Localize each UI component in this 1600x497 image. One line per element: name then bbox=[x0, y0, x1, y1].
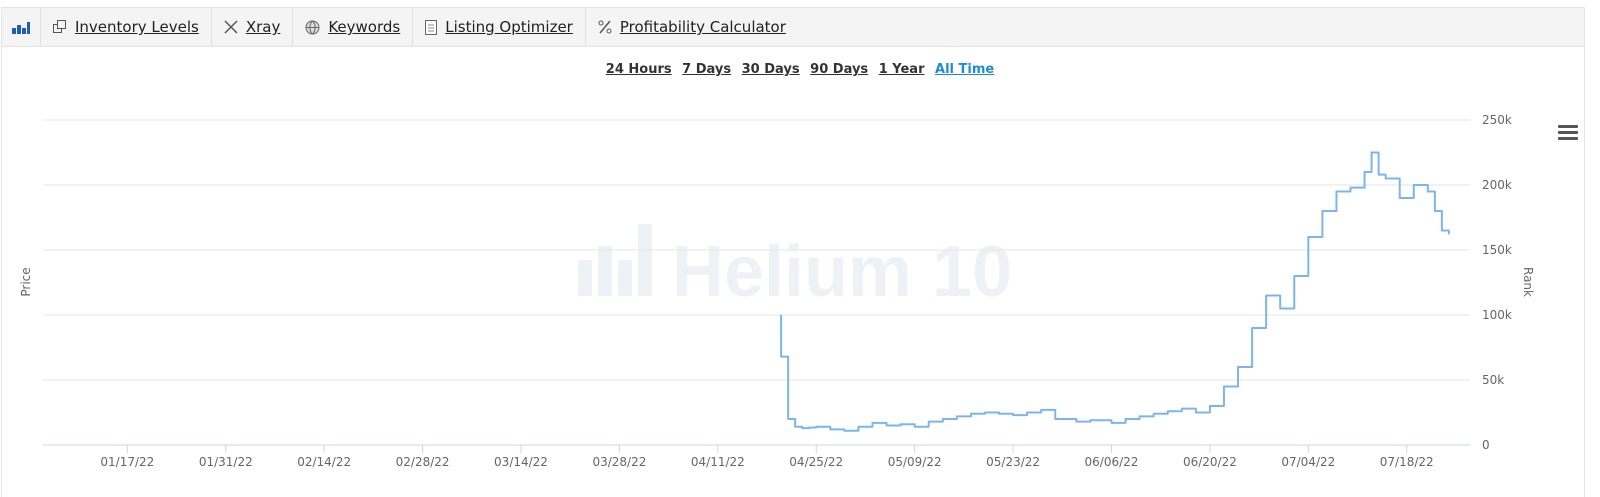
x-tick-label: 05/09/22 bbox=[888, 455, 942, 469]
time-range-selector: 24 Hours 7 Days 30 Days 90 Days 1 Year A… bbox=[0, 62, 1600, 77]
toolbar: Inventory Levels Xray Keywords Listing O… bbox=[2, 8, 1584, 47]
x-icon bbox=[224, 20, 238, 34]
profitability-calculator-button[interactable]: Profitability Calculator bbox=[586, 8, 798, 46]
percent-icon bbox=[598, 20, 612, 34]
y-tick-label: 50k bbox=[1482, 373, 1504, 387]
range-1-year[interactable]: 1 Year bbox=[878, 62, 925, 77]
x-tick-label: 04/11/22 bbox=[691, 455, 745, 469]
range-90-days[interactable]: 90 Days bbox=[810, 62, 869, 77]
copy-icon bbox=[53, 20, 66, 33]
xray-button[interactable]: Xray bbox=[212, 8, 294, 46]
xray-label: Xray bbox=[245, 18, 281, 36]
x-tick-label: 02/14/22 bbox=[297, 455, 351, 469]
range-all-time[interactable]: All Time bbox=[935, 62, 995, 77]
chart-menu-icon[interactable] bbox=[1558, 125, 1578, 143]
inventory-levels-button[interactable]: Inventory Levels bbox=[41, 8, 212, 46]
x-tick-label: 06/20/22 bbox=[1183, 455, 1237, 469]
x-tick-label: 06/06/22 bbox=[1085, 455, 1139, 469]
y-tick-label: 150k bbox=[1482, 243, 1512, 257]
inventory-levels-label: Inventory Levels bbox=[75, 18, 199, 36]
profitability-calculator-label: Profitability Calculator bbox=[619, 18, 786, 36]
x-tick-label: 03/14/22 bbox=[494, 455, 548, 469]
keywords-label: Keywords bbox=[328, 18, 401, 36]
x-tick-label: 01/17/22 bbox=[100, 455, 154, 469]
globe-icon bbox=[305, 20, 320, 34]
y-tick-label: 250k bbox=[1482, 113, 1512, 127]
range-7-days[interactable]: 7 Days bbox=[682, 62, 732, 77]
y-tick-label: 200k bbox=[1482, 178, 1512, 192]
x-tick-label: 02/28/22 bbox=[396, 455, 450, 469]
x-tick-label: 07/04/22 bbox=[1281, 455, 1335, 469]
x-tick-label: 04/25/22 bbox=[789, 455, 843, 469]
keywords-button[interactable]: Keywords bbox=[293, 8, 414, 46]
rank-series-line bbox=[780, 151, 1450, 432]
x-tick-label: 01/31/22 bbox=[199, 455, 253, 469]
y-tick-label: 0 bbox=[1482, 438, 1490, 452]
y-axis-label-left: Price bbox=[19, 267, 33, 296]
listing-optimizer-button[interactable]: Listing Optimizer bbox=[413, 8, 586, 46]
chart-logo-button[interactable] bbox=[2, 8, 41, 46]
x-tick-label: 03/28/22 bbox=[592, 455, 646, 469]
x-tick-label: 05/23/22 bbox=[986, 455, 1040, 469]
watermark-text: Helium 10 bbox=[672, 232, 1012, 312]
watermark: Helium 10 bbox=[578, 224, 1012, 312]
range-30-days[interactable]: 30 Days bbox=[741, 62, 800, 77]
listing-optimizer-label: Listing Optimizer bbox=[445, 18, 573, 36]
x-tick-label: 07/18/22 bbox=[1380, 455, 1434, 469]
chart-panel: Inventory Levels Xray Keywords Listing O… bbox=[1, 7, 1585, 497]
y-axis-label-right: Rank bbox=[1521, 267, 1535, 297]
document-icon bbox=[425, 19, 438, 35]
bar-chart-icon bbox=[12, 22, 30, 34]
y-tick-label: 100k bbox=[1482, 308, 1512, 322]
range-24-hours[interactable]: 24 Hours bbox=[605, 62, 672, 77]
